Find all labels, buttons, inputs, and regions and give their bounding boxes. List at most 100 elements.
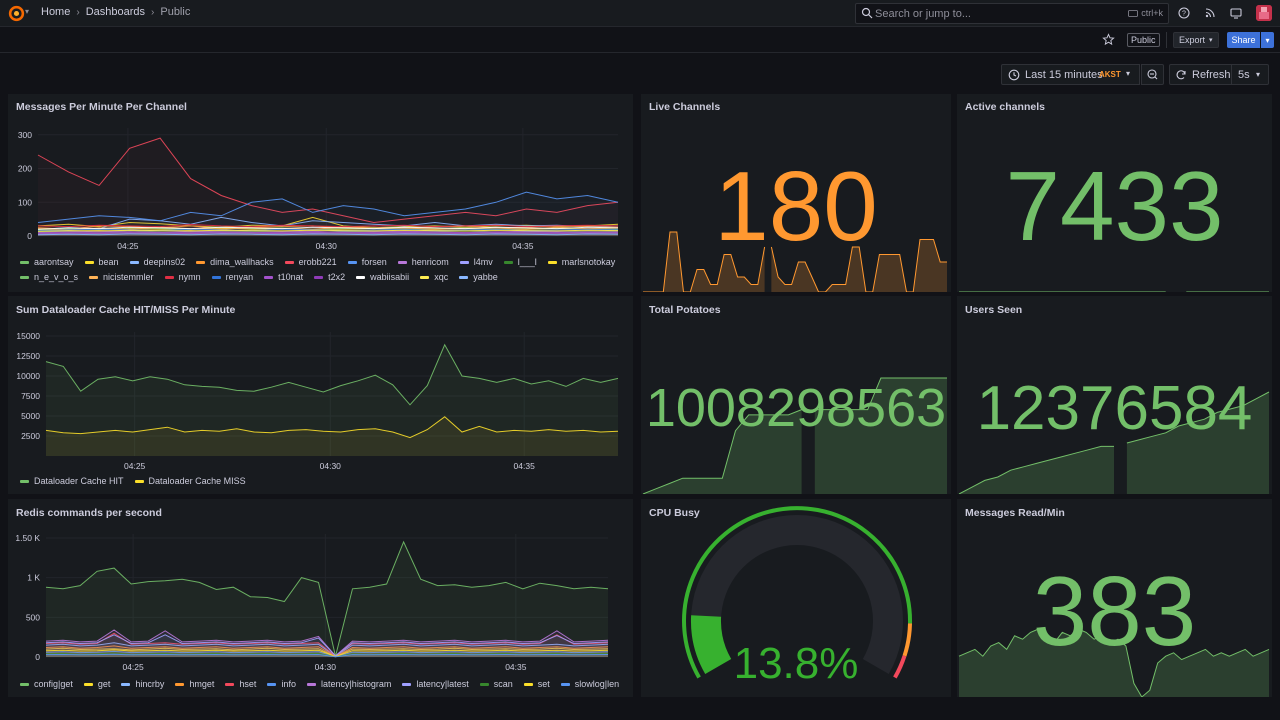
x-tick-label: 04:35 — [512, 241, 534, 251]
legend-item[interactable]: l___l — [503, 257, 537, 267]
search-input[interactable]: Search or jump to... ctrl+k — [855, 3, 1169, 24]
sparkline-area — [959, 446, 1114, 494]
legend-item[interactable]: deepins02 — [129, 257, 185, 267]
legend-item[interactable]: Dataloader Cache MISS — [134, 476, 246, 486]
legend-item[interactable]: set — [523, 679, 550, 689]
y-tick-label: 0 — [27, 231, 32, 241]
panel-title[interactable]: Messages Per Minute Per Channel — [16, 101, 187, 113]
share-button[interactable]: Share — [1227, 32, 1260, 48]
legend-item[interactable]: wabiisabii — [356, 272, 409, 282]
legend-item[interactable]: yabbe — [459, 272, 498, 282]
legend-label: dima_wallhacks — [210, 257, 274, 267]
panel-title[interactable]: Sum Dataloader Cache HIT/MISS Per Minute — [16, 304, 236, 316]
legend-item[interactable]: hincrby — [121, 679, 164, 689]
legend-label: Dataloader Cache MISS — [148, 476, 246, 486]
legend-label: nicistemmler — [103, 272, 154, 282]
gauge-threshold-orange — [902, 623, 912, 657]
refresh-interval-picker[interactable]: 5s ▾ — [1232, 64, 1269, 85]
legend-item[interactable]: xqc — [420, 272, 448, 282]
legend-item[interactable]: nicistemmler — [89, 272, 154, 282]
star-icon[interactable] — [1102, 33, 1115, 46]
time-range-picker[interactable]: Last 15 minutes AKST ▾ — [1001, 64, 1140, 85]
monitor-icon[interactable] — [1229, 6, 1243, 20]
legend-item[interactable]: info — [267, 679, 296, 689]
legend-item[interactable]: slowlog|len — [560, 679, 619, 689]
panel-title[interactable]: Active channels — [965, 101, 1045, 113]
panel-title[interactable]: Users Seen — [965, 304, 1023, 316]
stat-value: 1008298563 — [645, 378, 947, 438]
legend-label: bean — [98, 257, 119, 267]
export-button[interactable]: Export ▾ — [1173, 32, 1219, 48]
legend-item[interactable]: bean — [84, 257, 119, 267]
legend-swatch — [83, 682, 93, 686]
series-area — [46, 630, 608, 657]
legend-item[interactable]: nymn — [164, 272, 201, 282]
legend-item[interactable]: forsen — [347, 257, 387, 267]
legend-item[interactable]: renyan — [211, 272, 253, 282]
timezone-label: AKST — [1099, 70, 1121, 79]
panel-title[interactable]: Messages Read/Min — [965, 507, 1065, 519]
help-icon[interactable]: ? — [1177, 6, 1191, 20]
legend-item[interactable]: erobb221 — [284, 257, 337, 267]
legend-item[interactable]: config|get — [20, 679, 73, 689]
x-tick-label: 04:35 — [505, 662, 527, 672]
legend-item[interactable]: t2x2 — [314, 272, 345, 282]
breadcrumb-dashboards[interactable]: Dashboards — [85, 6, 146, 18]
legend-swatch — [121, 682, 131, 686]
panel-title[interactable]: Total Potatoes — [649, 304, 721, 316]
legend-swatch — [89, 275, 99, 279]
series-line-deepins02 — [37, 216, 619, 230]
panel-title[interactable]: Redis commands per second — [16, 507, 162, 519]
chevron-down-icon[interactable]: ▾ — [25, 7, 30, 16]
legend-label: forsen — [361, 257, 387, 267]
legend-item[interactable]: marlsnotokay — [547, 257, 615, 267]
legend-item[interactable]: get — [83, 679, 110, 689]
grafana-logo-icon[interactable] — [8, 5, 25, 22]
legend-label: set — [537, 679, 550, 689]
legend-item[interactable]: hmget — [175, 679, 214, 689]
legend-swatch — [420, 275, 430, 279]
x-tick-label: 04:30 — [315, 662, 337, 672]
legend-item[interactable]: n_e_v_o_s — [20, 272, 78, 282]
avatar[interactable] — [1256, 5, 1272, 21]
legend-swatch — [347, 260, 357, 264]
legend-swatch — [20, 479, 29, 483]
x-tick-label: 04:25 — [124, 461, 146, 471]
legend-item[interactable]: scan — [479, 679, 513, 689]
rss-icon[interactable] — [1203, 6, 1217, 20]
legend-label: hset — [239, 679, 257, 689]
refresh-button[interactable]: Refresh — [1169, 64, 1232, 85]
y-tick-label: 0 — [35, 652, 40, 662]
panel-title[interactable]: CPU Busy — [649, 507, 700, 519]
keyboard-icon — [1128, 9, 1139, 17]
legend-label: wabiisabii — [370, 272, 410, 282]
panel-users-seen: Users Seen 12376584 — [957, 296, 1272, 494]
chart-legend: Dataloader Cache HIT Dataloader Cache MIS… — [20, 476, 625, 486]
legend-item[interactable]: latency|histogram — [306, 679, 391, 689]
legend-item[interactable]: l4mv — [459, 257, 493, 267]
shortcut-label: ctrl+k — [1141, 8, 1163, 18]
chevron-down-icon: ▾ — [1256, 70, 1261, 79]
panel-title[interactable]: Live Channels — [649, 101, 721, 113]
zoom-out-button[interactable] — [1141, 64, 1164, 85]
sparkline-area — [959, 629, 1269, 697]
legend-item[interactable]: t10nat — [264, 272, 303, 282]
panel-messages-per-minute: Messages Per Minute Per Channel 0 100 200 3… — [8, 94, 633, 292]
share-menu-button[interactable]: ▾ — [1261, 32, 1274, 48]
legend-item[interactable]: hset — [225, 679, 256, 689]
legend-swatch — [225, 682, 235, 686]
sparkline-line — [958, 445, 1114, 494]
legend-item[interactable]: Dataloader Cache HIT — [20, 476, 124, 486]
legend-label: Dataloader Cache HIT — [34, 476, 124, 486]
legend-item[interactable]: henricom — [397, 257, 449, 267]
breadcrumb-home[interactable]: Home — [41, 6, 71, 18]
legend-item[interactable]: dima_wallhacks — [196, 257, 274, 267]
series-line-forsen — [37, 191, 619, 223]
legend-item[interactable]: latency|latest — [402, 679, 469, 689]
sparkline-area — [643, 409, 802, 494]
legend-swatch — [397, 260, 407, 264]
redis-chart: 0 500 1 K 1.50 K 04:25 04:30 04:35 — [15, 533, 609, 672]
legend-item[interactable]: aarontsay — [20, 257, 74, 267]
series-line-hset — [45, 632, 609, 657]
sparkline-line — [642, 409, 802, 494]
